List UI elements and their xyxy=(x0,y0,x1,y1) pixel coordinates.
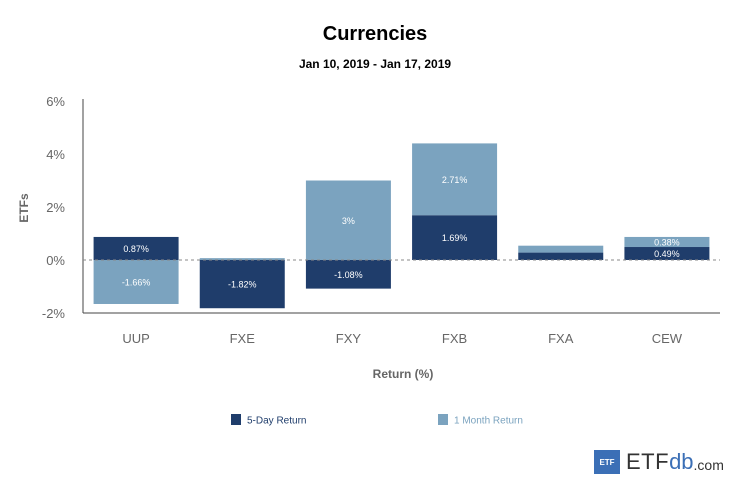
data-label-1month-uup: -1.66% xyxy=(122,277,151,287)
data-label-5day-fxe: -1.82% xyxy=(228,280,257,290)
data-label-1month-cew: 0.38% xyxy=(654,237,680,247)
bar-5day-cew xyxy=(624,247,710,260)
data-label-5day-uup: 0.87% xyxy=(123,244,149,254)
bar-5day-fxe xyxy=(199,260,285,309)
bar-1month-fxy xyxy=(305,180,391,260)
x-tick-label-fxa: FXA xyxy=(548,331,574,346)
data-label-5day-fxy: -1.08% xyxy=(334,270,363,280)
y-axis-title: ETFs xyxy=(17,193,31,223)
y-tick-label: 6% xyxy=(46,94,65,109)
x-tick-label-fxy: FXY xyxy=(336,331,362,346)
bar-1month-fxb xyxy=(412,143,498,216)
bar-5day-fxa xyxy=(518,252,604,260)
legend-1month-swatch xyxy=(438,414,448,425)
y-tick-label: 0% xyxy=(46,253,65,268)
bar-5day-fxy xyxy=(305,260,391,289)
data-label-1month-fxb: 2.71% xyxy=(442,175,468,185)
y-tick-label: 4% xyxy=(46,147,65,162)
x-tick-label-fxe: FXE xyxy=(230,331,256,346)
x-axis-title: Return (%) xyxy=(373,367,434,381)
legend-5day-swatch xyxy=(231,414,241,425)
bar-1month-uup xyxy=(93,260,179,304)
bar-5day-uup xyxy=(93,236,179,260)
data-label-5day-fxb: 1.69% xyxy=(442,233,468,243)
logo-suffix: .com xyxy=(693,457,724,473)
bar-5day-fxb xyxy=(412,215,498,260)
data-label-1month-fxy: 3% xyxy=(342,216,355,226)
y-tick-label: -2% xyxy=(42,306,66,321)
x-tick-label-fxb: FXB xyxy=(442,331,467,346)
chart-subtitle: Jan 10, 2019 - Jan 17, 2019 xyxy=(299,57,451,71)
bar-1month-fxe xyxy=(199,258,285,260)
chart-title: Currencies xyxy=(323,23,428,45)
x-tick-label-uup: UUP xyxy=(122,331,149,346)
legend-5day-label: 5-Day Return xyxy=(247,416,306,427)
logo-brand-accent: db xyxy=(669,449,694,474)
logo-brand: ETF xyxy=(626,449,670,474)
legend-1month-label: 1 Month Return xyxy=(454,416,523,427)
bar-1month-cew xyxy=(624,236,710,248)
data-label-5day-cew: 0.49% xyxy=(654,249,680,259)
y-tick-label: 2% xyxy=(46,200,65,215)
bar-1month-fxa xyxy=(518,245,604,253)
etf-logo-icon: ETF xyxy=(594,450,620,474)
x-tick-label-cew: CEW xyxy=(652,331,683,346)
etfdb-logo[interactable]: ETF ETF db .com xyxy=(594,449,724,475)
